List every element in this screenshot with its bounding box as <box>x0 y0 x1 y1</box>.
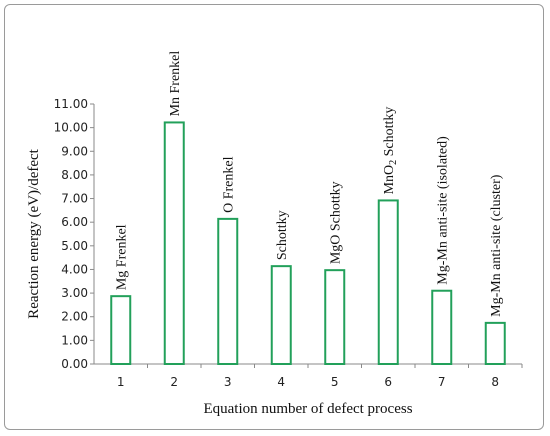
x-tick-label: 3 <box>224 375 232 389</box>
bars <box>110 121 506 366</box>
y-tick-label: 2.00 <box>61 310 88 324</box>
bar <box>270 265 292 365</box>
y-tick-label: 10.00 <box>54 121 88 135</box>
bar-label: Mg-Mn anti-site (cluster) <box>489 174 504 317</box>
x-tick-label: 5 <box>331 375 339 389</box>
bar-label: Mn Frenkel <box>168 51 183 117</box>
bar-label: MgO Schottky <box>329 181 344 264</box>
x-axis-label: Equation number of defect process <box>203 401 412 417</box>
y-tick-label: 8.00 <box>61 168 88 182</box>
tick-labels: 0.00 1.00 2.00 3.00 4.00 5.00 6.00 7.00 8.00 9.00… <box>54 97 499 389</box>
y-axis-label: Reaction energy (eV)/defect <box>26 148 42 318</box>
x-tick-label: 6 <box>384 375 392 389</box>
bar-label: Mg-Mn anti-site (isolated) <box>436 136 451 285</box>
bar-label: Mg Frenkel <box>115 224 130 290</box>
x-tick-label: 4 <box>277 375 285 389</box>
x-tick-label: 7 <box>438 375 446 389</box>
bar-label: Schottky <box>275 210 290 260</box>
bar-labels: Mg Frenkel Mn Frenkel O Frenkel Schottky MgO… <box>115 51 505 317</box>
bar <box>324 269 346 365</box>
x-tick-label: 1 <box>117 375 125 389</box>
bar <box>377 199 399 365</box>
bar <box>431 289 453 365</box>
x-tick-label: 8 <box>491 375 499 389</box>
bar <box>217 217 239 365</box>
bar-label: MnO2 Schottky <box>382 107 399 195</box>
x-tick-label: 2 <box>170 375 178 389</box>
y-tick-label: 3.00 <box>61 286 88 300</box>
y-tick-label: 9.00 <box>61 144 88 158</box>
y-tick-label: 6.00 <box>61 215 88 229</box>
axes <box>90 103 523 368</box>
y-tick-label: 7.00 <box>61 192 88 206</box>
y-tick-label: 11.00 <box>54 97 88 111</box>
bar-label: O Frenkel <box>222 156 237 212</box>
bar <box>110 295 132 365</box>
y-tick-label: 0.00 <box>61 357 88 371</box>
bar <box>163 121 185 365</box>
y-tick-label: 4.00 <box>61 262 88 276</box>
y-tick-label: 1.00 <box>61 333 88 347</box>
y-tick-label: 5.00 <box>61 239 88 253</box>
bar <box>484 321 506 366</box>
